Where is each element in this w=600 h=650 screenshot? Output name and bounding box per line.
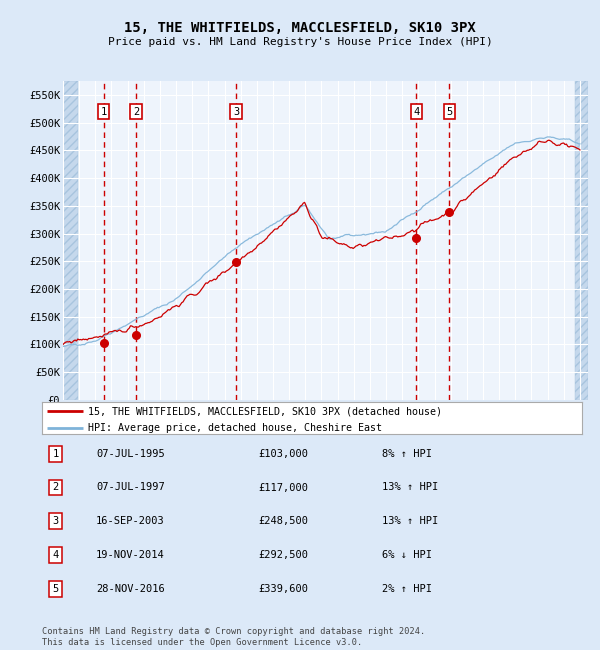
Text: This data is licensed under the Open Government Licence v3.0.: This data is licensed under the Open Gov… xyxy=(42,638,362,647)
Text: £292,500: £292,500 xyxy=(258,550,308,560)
Text: 2: 2 xyxy=(52,482,59,493)
Text: 5: 5 xyxy=(446,107,452,117)
Text: 07-JUL-1997: 07-JUL-1997 xyxy=(96,482,165,493)
Text: £117,000: £117,000 xyxy=(258,482,308,493)
Text: 1: 1 xyxy=(101,107,107,117)
Text: 3: 3 xyxy=(233,107,239,117)
Text: Contains HM Land Registry data © Crown copyright and database right 2024.: Contains HM Land Registry data © Crown c… xyxy=(42,627,425,636)
Text: 15, THE WHITFIELDS, MACCLESFIELD, SK10 3PX: 15, THE WHITFIELDS, MACCLESFIELD, SK10 3… xyxy=(124,21,476,36)
Text: 28-NOV-2016: 28-NOV-2016 xyxy=(96,584,165,594)
Text: 5: 5 xyxy=(52,584,59,594)
Text: Price paid vs. HM Land Registry's House Price Index (HPI): Price paid vs. HM Land Registry's House … xyxy=(107,37,493,47)
Text: 16-SEP-2003: 16-SEP-2003 xyxy=(96,516,165,526)
Text: 4: 4 xyxy=(413,107,419,117)
Text: 13% ↑ HPI: 13% ↑ HPI xyxy=(382,516,439,526)
Text: £339,600: £339,600 xyxy=(258,584,308,594)
Text: 15, THE WHITFIELDS, MACCLESFIELD, SK10 3PX (detached house): 15, THE WHITFIELDS, MACCLESFIELD, SK10 3… xyxy=(88,406,442,416)
Text: 8% ↑ HPI: 8% ↑ HPI xyxy=(382,448,432,459)
Text: £103,000: £103,000 xyxy=(258,448,308,459)
Text: 4: 4 xyxy=(52,550,59,560)
Bar xyxy=(575,81,588,400)
Bar xyxy=(63,81,77,400)
Text: £248,500: £248,500 xyxy=(258,516,308,526)
Text: 13% ↑ HPI: 13% ↑ HPI xyxy=(382,482,439,493)
Text: 19-NOV-2014: 19-NOV-2014 xyxy=(96,550,165,560)
Text: 1: 1 xyxy=(52,448,59,459)
Text: 2: 2 xyxy=(133,107,139,117)
Text: 6% ↓ HPI: 6% ↓ HPI xyxy=(382,550,432,560)
Text: 2% ↑ HPI: 2% ↑ HPI xyxy=(382,584,432,594)
Text: 07-JUL-1995: 07-JUL-1995 xyxy=(96,448,165,459)
Text: 3: 3 xyxy=(52,516,59,526)
Text: HPI: Average price, detached house, Cheshire East: HPI: Average price, detached house, Ches… xyxy=(88,423,382,433)
